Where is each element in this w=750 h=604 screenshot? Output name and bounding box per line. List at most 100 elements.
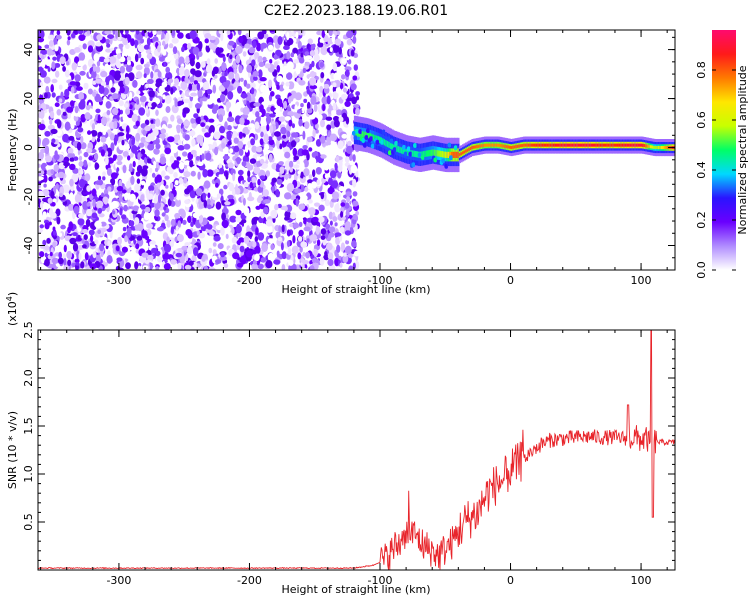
noise-cell xyxy=(209,35,216,41)
noise-cell xyxy=(309,63,313,70)
noise-cell xyxy=(295,31,299,39)
noise-cell xyxy=(117,236,122,245)
noise-cell xyxy=(269,30,275,33)
noise-cell xyxy=(145,235,150,241)
noise-cell xyxy=(345,191,352,197)
noise-cell xyxy=(251,55,255,61)
noise-cell xyxy=(203,81,210,91)
noise-cell xyxy=(148,30,152,33)
noise-cell xyxy=(333,147,340,153)
ridge-cell xyxy=(656,146,659,150)
ridge-cell xyxy=(457,151,460,158)
noise-cell xyxy=(293,59,300,64)
ridge-cell xyxy=(432,149,435,156)
ridge-cell xyxy=(416,151,419,158)
noise-cell xyxy=(39,70,47,78)
noise-cell xyxy=(239,245,245,253)
noise-cell xyxy=(42,139,47,148)
y-axis-scale-label: (x104) xyxy=(5,292,19,326)
noise-cell xyxy=(344,156,350,164)
noise-cell xyxy=(116,160,123,166)
noise-cell xyxy=(237,169,244,176)
noise-cell xyxy=(118,100,124,107)
ridge-cell xyxy=(645,144,648,148)
noise-cell xyxy=(280,126,287,135)
noise-cell xyxy=(167,124,173,129)
noise-cell xyxy=(245,250,253,258)
noise-cell xyxy=(316,179,321,186)
noise-cell xyxy=(75,160,79,168)
noise-cell xyxy=(38,163,41,168)
noise-cell xyxy=(58,84,63,90)
ridge-cell xyxy=(576,143,579,147)
noise-cell xyxy=(202,104,208,110)
noise-cell xyxy=(220,252,225,258)
noise-cell xyxy=(141,252,149,258)
ridge-cell xyxy=(400,147,404,154)
ridge-cell xyxy=(651,145,654,149)
noise-cell xyxy=(146,37,151,46)
noise-cell xyxy=(164,147,172,155)
noise-cell xyxy=(167,53,172,63)
noise-cell xyxy=(350,164,358,174)
ridge-cell xyxy=(447,151,451,158)
noise-cell xyxy=(201,127,206,133)
noise-cell xyxy=(198,41,203,50)
noise-cell xyxy=(77,218,85,226)
ridge-cell xyxy=(530,143,534,147)
noise-cell xyxy=(315,139,322,147)
noise-cell xyxy=(264,143,270,151)
ridge-cell xyxy=(455,151,458,158)
ridge-cell xyxy=(613,143,617,147)
noise-cell xyxy=(106,167,112,176)
noise-cell xyxy=(246,64,253,73)
noise-cell xyxy=(139,95,147,103)
noise-cell xyxy=(304,186,309,192)
noise-cell xyxy=(286,229,291,237)
noise-cell xyxy=(117,53,122,59)
noise-cell xyxy=(268,153,273,163)
noise-cell xyxy=(320,119,325,128)
noise-cell xyxy=(320,45,328,56)
noise-cell xyxy=(64,121,71,131)
noise-cell xyxy=(170,30,176,36)
noise-cell xyxy=(297,30,304,36)
noise-cell xyxy=(260,162,268,169)
noise-cell xyxy=(56,216,61,225)
ridge-cell xyxy=(465,149,468,153)
noise-cell xyxy=(259,104,264,112)
noise-cell xyxy=(340,242,345,251)
noise-cell xyxy=(84,252,89,261)
noise-cell xyxy=(235,45,243,54)
noise-cell xyxy=(203,180,211,189)
noise-cell xyxy=(276,138,280,148)
noise-cell xyxy=(124,235,128,243)
noise-cell xyxy=(146,158,153,164)
noise-cell xyxy=(253,166,261,175)
noise-cell xyxy=(67,153,74,158)
noise-cell xyxy=(166,236,170,244)
noise-cell xyxy=(343,87,347,93)
noise-cell xyxy=(219,93,226,103)
noise-cell xyxy=(207,216,215,221)
ridge-cell xyxy=(368,132,371,139)
noise-cell xyxy=(171,37,179,44)
y-tick-label: 2.5 xyxy=(22,321,35,339)
noise-cell xyxy=(352,214,358,220)
noise-cell xyxy=(298,57,305,64)
noise-cell xyxy=(96,34,103,41)
noise-cell xyxy=(341,58,347,64)
noise-cell xyxy=(335,155,340,163)
noise-cell xyxy=(287,96,292,104)
noise-cell xyxy=(71,33,76,39)
noise-cell xyxy=(62,111,67,116)
noise-cell xyxy=(86,208,93,217)
noise-cell xyxy=(218,85,226,92)
noise-cell xyxy=(216,193,222,199)
noise-cell xyxy=(297,235,303,242)
ridge-cell xyxy=(446,151,449,158)
noise-cell xyxy=(51,138,56,143)
noise-cell xyxy=(161,170,166,178)
colorbar-tick-label: 0.0 xyxy=(695,261,708,279)
noise-cell xyxy=(248,46,256,54)
